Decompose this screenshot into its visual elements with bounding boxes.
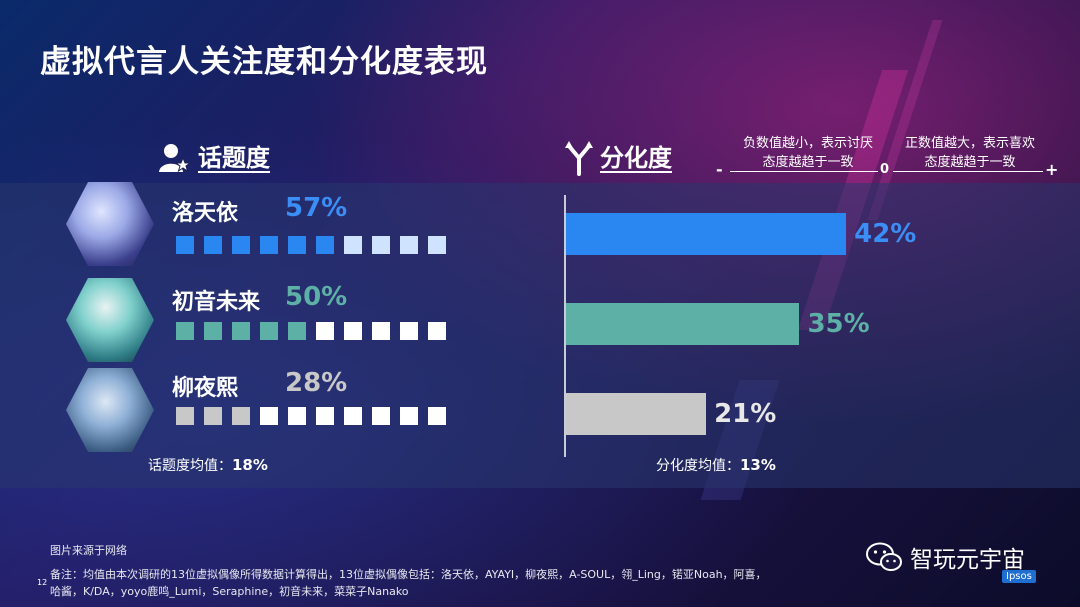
topic-square-empty [344, 322, 362, 340]
positive-note-line2: 态度越趋于一致 [924, 155, 1016, 170]
image-source: 图片来源于网络 [50, 544, 127, 557]
topic-squares [176, 322, 446, 340]
row-name: 柳夜熙 [172, 376, 239, 401]
topic-percent: 28% [285, 368, 348, 398]
topic-squares [176, 236, 446, 254]
topic-square-empty [344, 236, 362, 254]
topic-square-empty [372, 407, 390, 425]
divergence-average-value: 13% [740, 456, 776, 474]
row-name: 初音未来 [172, 290, 261, 315]
topic-percent: 57% [285, 193, 348, 223]
divergence-bar [566, 303, 800, 345]
negative-note-line2: 态度越趋于一致 [762, 155, 854, 170]
topic-square-filled [204, 407, 222, 425]
topic-square-empty [372, 322, 390, 340]
topic-square-filled [204, 236, 222, 254]
topic-average-value: 18% [232, 456, 268, 474]
topic-square-filled [260, 236, 278, 254]
divergence-value: 35% [807, 309, 870, 339]
topic-square-filled [316, 236, 334, 254]
topic-square-filled [176, 236, 194, 254]
divergence-bar [566, 393, 707, 435]
topic-average: 话题度均值：18% [148, 455, 268, 475]
positive-note-line1: 正数值越大，表示喜欢 [904, 136, 1035, 151]
content-band [0, 183, 1080, 488]
topic-square-empty [260, 407, 278, 425]
footnote-line2: 哈酱，K/DA，yoyo鹿鸣_Lumi，Seraphine，初音未来，菜菜子Na… [50, 585, 409, 598]
divergence-average-label: 分化度均值： [656, 458, 740, 474]
topic-square-filled [204, 322, 222, 340]
person-star-icon [159, 144, 190, 173]
page-title: 虚拟代言人关注度和分化度表现 [40, 44, 488, 80]
topic-square-empty [428, 407, 446, 425]
topic-square-filled [288, 322, 306, 340]
topic-square-filled [288, 236, 306, 254]
divergence-axis [564, 195, 566, 457]
ipsos-logo: Ipsos [1002, 570, 1036, 583]
page-number: 12 [37, 578, 48, 587]
topic-section-title: 话题度 [198, 144, 270, 172]
divergence-value: 21% [714, 399, 777, 429]
topic-square-empty [400, 236, 418, 254]
topic-square-empty [344, 407, 362, 425]
topic-square-empty [428, 236, 446, 254]
scale-zero: 0 [880, 162, 890, 177]
row-name: 洛天依 [172, 201, 239, 226]
topic-square-filled [176, 322, 194, 340]
topic-percent: 50% [285, 282, 348, 312]
topic-square-filled [232, 322, 250, 340]
topic-square-empty [316, 407, 334, 425]
topic-square-empty [400, 407, 418, 425]
topic-square-filled [232, 407, 250, 425]
positive-note: 正数值越大，表示喜欢 态度越趋于一致 [890, 134, 1050, 172]
scale-left-arrow [730, 171, 878, 172]
topic-square-empty [316, 322, 334, 340]
topic-square-empty [288, 407, 306, 425]
topic-square-filled [260, 322, 278, 340]
topic-square-empty [428, 322, 446, 340]
fork-icon [565, 141, 593, 176]
brand-name: 智玩元宇宙 [910, 547, 1025, 573]
topic-square-empty [400, 322, 418, 340]
topic-average-label: 话题度均值： [148, 458, 232, 474]
topic-square-filled [176, 407, 194, 425]
topic-squares [176, 407, 446, 425]
topic-square-filled [232, 236, 250, 254]
divergence-value: 42% [854, 219, 917, 249]
wechat-icon [866, 542, 902, 571]
scale-right-arrow [893, 171, 1043, 172]
divergence-average: 分化度均值：13% [656, 455, 776, 475]
negative-note: 负数值越小，表示讨厌 态度越趋于一致 [728, 134, 888, 172]
scale-plus: + [1045, 160, 1059, 179]
negative-note-line1: 负数值越小，表示讨厌 [742, 136, 873, 151]
divergence-section-title: 分化度 [600, 144, 672, 172]
scale-minus: - [716, 160, 723, 179]
footnote-line1: 备注：均值由本次调研的13位虚拟偶像所得数据计算得出，13位虚拟偶像包括：洛天依… [50, 568, 767, 581]
topic-square-empty [372, 236, 390, 254]
divergence-bar [566, 213, 847, 255]
brand: 智玩元宇宙 [866, 540, 1025, 574]
